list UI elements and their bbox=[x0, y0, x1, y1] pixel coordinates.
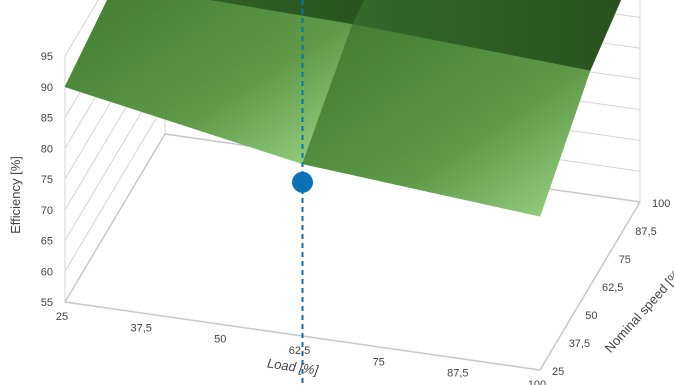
x-tick-label: 37,5 bbox=[130, 322, 151, 334]
z-tick-label: 80 bbox=[41, 143, 53, 155]
z-tick-label: 65 bbox=[41, 236, 53, 248]
z-tick-label: 95 bbox=[41, 51, 53, 63]
z-tick-label: 85 bbox=[41, 113, 53, 125]
surface-patch bbox=[302, 24, 591, 217]
x-tick-label: 100 bbox=[528, 379, 546, 385]
y-tick-label: 87,5 bbox=[635, 226, 656, 238]
floor-front-edge bbox=[64, 201, 641, 371]
y-tick-label: 25 bbox=[552, 366, 564, 378]
y-tick-label: 62,5 bbox=[602, 282, 623, 294]
efficiency-surface bbox=[64, 0, 622, 217]
surface-patch bbox=[64, 0, 353, 165]
x-tick-label: 62,5 bbox=[289, 345, 310, 357]
operating-point-marker bbox=[292, 171, 313, 193]
y-tick-label: 100 bbox=[652, 198, 670, 210]
x-tick-label: 75 bbox=[373, 356, 385, 368]
x-tick-label: 25 bbox=[56, 311, 68, 323]
x-tick-label: 87,5 bbox=[447, 368, 468, 380]
z-axis-title: Efficiency [%] bbox=[8, 156, 23, 234]
x-tick-label: 50 bbox=[214, 334, 226, 346]
y-tick-label: 50 bbox=[585, 310, 597, 322]
y-tick-label: 75 bbox=[619, 254, 631, 266]
x-axis-title: Load [%] bbox=[266, 356, 319, 378]
z-tick-label: 60 bbox=[41, 266, 53, 278]
marker-layer bbox=[292, 0, 313, 385]
z-tick-label: 70 bbox=[41, 205, 53, 217]
z-tick-label: 90 bbox=[41, 82, 53, 94]
z-tick-label: 55 bbox=[41, 297, 53, 309]
y-axis-title: Nominal speed [%] bbox=[602, 264, 674, 355]
y-tick-label: 37,5 bbox=[569, 338, 590, 350]
z-tick-label: 75 bbox=[41, 174, 53, 186]
tick-labels: 55 60 65 70 75 80 85 90 95 25 37,5 50 62,5 75 87,5 100 2… bbox=[41, 51, 671, 385]
